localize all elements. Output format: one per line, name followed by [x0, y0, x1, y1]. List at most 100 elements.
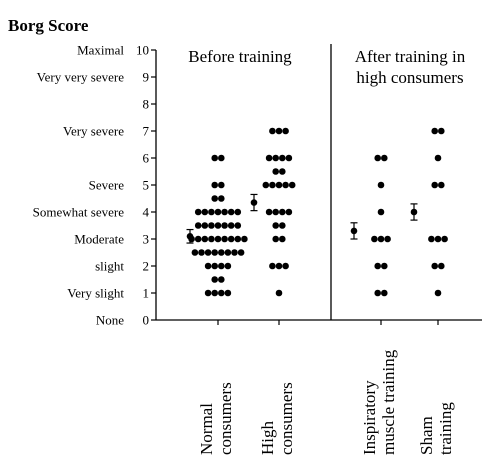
data-point — [374, 289, 382, 297]
y-descriptor-label: None — [96, 313, 124, 328]
x-group-label: Normalconsumers — [197, 382, 235, 455]
data-point — [191, 249, 199, 256]
data-point — [211, 289, 218, 297]
mean-marker — [186, 233, 194, 240]
data-point — [285, 208, 293, 216]
y-tick-label: 0 — [143, 313, 150, 328]
data-point — [227, 235, 235, 243]
y-tick-label: 9 — [143, 70, 150, 85]
data-point — [201, 208, 209, 216]
data-point — [221, 222, 228, 229]
data-point — [279, 222, 286, 229]
data-point — [201, 222, 209, 229]
data-point — [204, 249, 212, 256]
data-point — [272, 154, 280, 162]
data-point — [272, 222, 280, 229]
data-point — [221, 235, 228, 243]
data-point — [272, 208, 280, 216]
y-tick-label: 1 — [143, 286, 150, 301]
y-tick-label: 3 — [143, 232, 150, 247]
data-point — [224, 262, 232, 270]
data-point — [214, 222, 222, 229]
data-point — [269, 262, 276, 270]
data-point — [269, 181, 276, 189]
data-point — [211, 195, 218, 202]
data-point — [218, 195, 225, 202]
panel-label-after: After training in high consumers — [355, 47, 466, 87]
data-point — [285, 154, 293, 162]
data-point — [234, 222, 242, 229]
data-point — [384, 235, 391, 243]
y-tick-label: 10 — [136, 43, 149, 58]
data-point — [211, 249, 218, 256]
data-point — [198, 249, 205, 256]
y-descriptor-label: Very slight — [67, 286, 124, 301]
data-point — [282, 127, 289, 135]
data-point — [279, 235, 286, 243]
y-tick-label: 7 — [143, 124, 150, 139]
data-point — [279, 168, 286, 175]
y-descriptor-label: Very severe — [63, 124, 124, 139]
data-point — [371, 235, 378, 243]
data-point — [275, 289, 283, 297]
data-point — [431, 127, 439, 135]
data-point — [208, 208, 215, 216]
data-point — [234, 208, 242, 216]
x-group-label: Inspiratorymuscle training — [360, 349, 398, 455]
data-point — [275, 127, 283, 135]
data-point — [381, 154, 388, 162]
data-point — [431, 181, 439, 189]
data-point — [227, 208, 235, 216]
data-point — [434, 154, 442, 162]
data-point — [434, 235, 442, 243]
data-point — [208, 222, 215, 229]
y-descriptor-label: Maximal — [77, 43, 124, 58]
data-point — [269, 127, 276, 135]
data-point — [194, 235, 202, 243]
data-point — [275, 181, 283, 189]
y-tick-label: 2 — [143, 259, 150, 274]
y-tick-label: 6 — [143, 151, 150, 166]
y-descriptor-label: slight — [95, 259, 124, 274]
x-group-label: Highconsumers — [258, 382, 296, 455]
data-point — [214, 235, 222, 243]
data-point — [204, 262, 212, 270]
data-point — [218, 289, 225, 297]
data-point — [221, 208, 228, 216]
data-point — [224, 249, 232, 256]
data-point — [279, 154, 286, 162]
data-point — [194, 222, 202, 229]
data-point — [214, 208, 222, 216]
data-point — [282, 262, 289, 270]
data-point — [377, 235, 385, 243]
data-point — [237, 249, 245, 256]
data-point — [211, 262, 218, 270]
data-point — [224, 289, 232, 297]
y-tick-label: 4 — [143, 205, 150, 220]
data-point — [438, 262, 445, 270]
y-tick-label: 8 — [143, 97, 150, 112]
data-point — [241, 235, 248, 243]
mean-marker — [350, 227, 358, 235]
data-point — [204, 289, 212, 297]
y-descriptor-label: Very very severe — [37, 70, 125, 85]
data-point — [211, 276, 218, 283]
chart-title: Borg Score — [8, 16, 89, 35]
data-point — [265, 154, 273, 162]
data-point — [218, 276, 225, 283]
data-point — [288, 181, 296, 189]
y-descriptor-label: Somewhat severe — [33, 205, 125, 220]
data-point — [374, 262, 382, 270]
data-point — [272, 168, 280, 175]
y-tick-label: 5 — [143, 178, 150, 193]
data-point — [194, 208, 202, 216]
panel-label-before: Before training — [188, 47, 292, 66]
data-point — [441, 235, 448, 243]
data-point — [381, 289, 388, 297]
data-point — [218, 181, 225, 189]
data-point — [438, 181, 445, 189]
data-point — [231, 249, 238, 256]
data-point — [218, 262, 225, 270]
data-point — [377, 208, 385, 216]
